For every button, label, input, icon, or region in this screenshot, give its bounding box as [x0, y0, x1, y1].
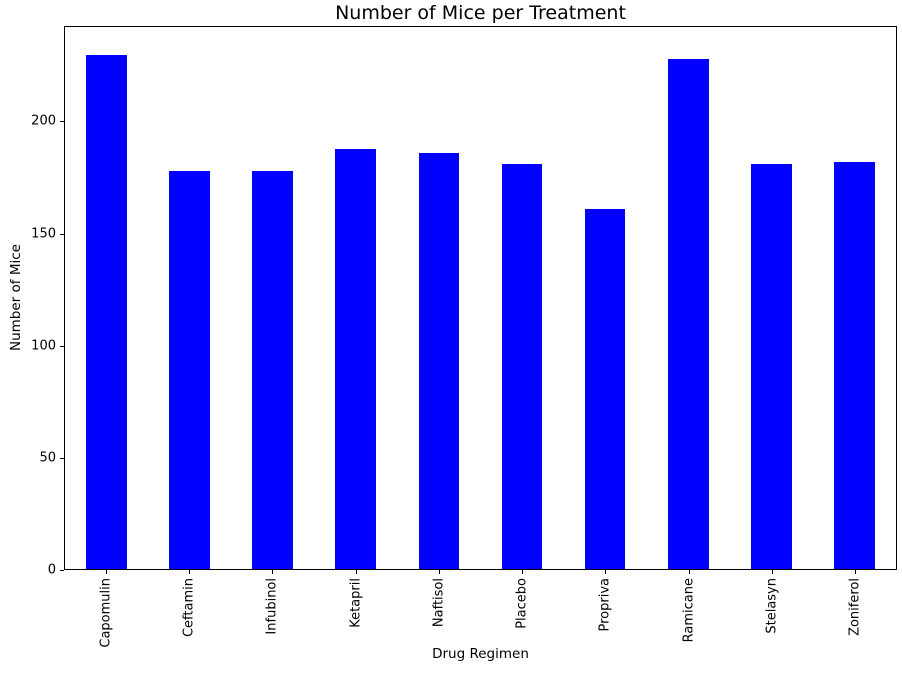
y-axis-label: Number of Mice	[8, 244, 24, 352]
y-tick-mark-150	[60, 233, 64, 235]
y-tick-label-100: 100	[31, 338, 56, 354]
x-tick-label-infubinol: Infubinol	[264, 578, 280, 635]
bar-slot-stelasyn	[730, 27, 813, 569]
x-tick-label-capomulin: Capomulin	[98, 578, 114, 648]
y-tick-mark-200	[60, 121, 64, 123]
x-tick-label-placebo: Placebo	[514, 578, 530, 629]
x-tick-label-propriva: Propriva	[597, 578, 613, 632]
bar-placebo	[501, 164, 543, 569]
bar-ramicane	[667, 59, 709, 569]
bar-slot-placebo	[480, 27, 563, 569]
bar-infubinol	[252, 171, 294, 569]
bar-slot-zoniferol	[813, 27, 896, 569]
bar-slot-ceftamin	[148, 27, 231, 569]
x-tick-label-zoniferol: Zoniferol	[847, 578, 863, 636]
y-tick-mark-100	[60, 345, 64, 347]
bar-slot-propriva	[564, 27, 647, 569]
bar-slot-ketapril	[314, 27, 397, 569]
x-tick-mark-ketapril	[355, 570, 357, 574]
x-tick-mark-propriva	[605, 570, 607, 574]
y-tick-label-50: 50	[39, 450, 56, 466]
plot-area	[64, 26, 897, 570]
x-axis-label: Drug Regimen	[432, 646, 529, 662]
bar-ceftamin	[169, 171, 210, 569]
x-tick-label-ramicane: Ramicane	[681, 578, 697, 643]
y-tick-mark-50	[60, 457, 64, 459]
y-tick-label-200: 200	[31, 113, 56, 129]
x-tick-mark-ceftamin	[188, 570, 190, 574]
x-tick-mark-stelasyn	[772, 570, 774, 574]
x-tick-mark-zoniferol	[855, 570, 857, 574]
bar-zoniferol	[834, 162, 875, 569]
y-tick-label-0: 0	[47, 562, 56, 578]
chart-title: Number of Mice per Treatment	[335, 2, 626, 24]
bar-naftisol	[418, 153, 460, 569]
bar-slot-infubinol	[231, 27, 314, 569]
bar-slot-ramicane	[647, 27, 730, 569]
bar-slot-capomulin	[65, 27, 148, 569]
bar-stelasyn	[750, 164, 792, 569]
x-tick-mark-ramicane	[688, 570, 690, 574]
y-tick-label-150: 150	[31, 226, 56, 241]
bar-propriva	[584, 209, 626, 569]
x-tick-mark-placebo	[522, 570, 524, 574]
x-tick-label-ketapril: Ketapril	[348, 578, 364, 628]
x-tick-mark-capomulin	[105, 570, 107, 574]
x-tick-label-naftisol: Naftisol	[431, 578, 447, 628]
x-tick-mark-infubinol	[272, 570, 274, 574]
x-tick-label-stelasyn: Stelasyn	[764, 578, 780, 634]
bar-slot-naftisol	[397, 27, 480, 569]
y-tick-mark-0	[60, 570, 64, 571]
x-tick-mark-naftisol	[438, 570, 440, 574]
x-tick-label-ceftamin: Ceftamin	[181, 578, 197, 638]
bars	[65, 27, 896, 569]
bar-ketapril	[335, 148, 377, 569]
bar-capomulin	[86, 54, 127, 569]
